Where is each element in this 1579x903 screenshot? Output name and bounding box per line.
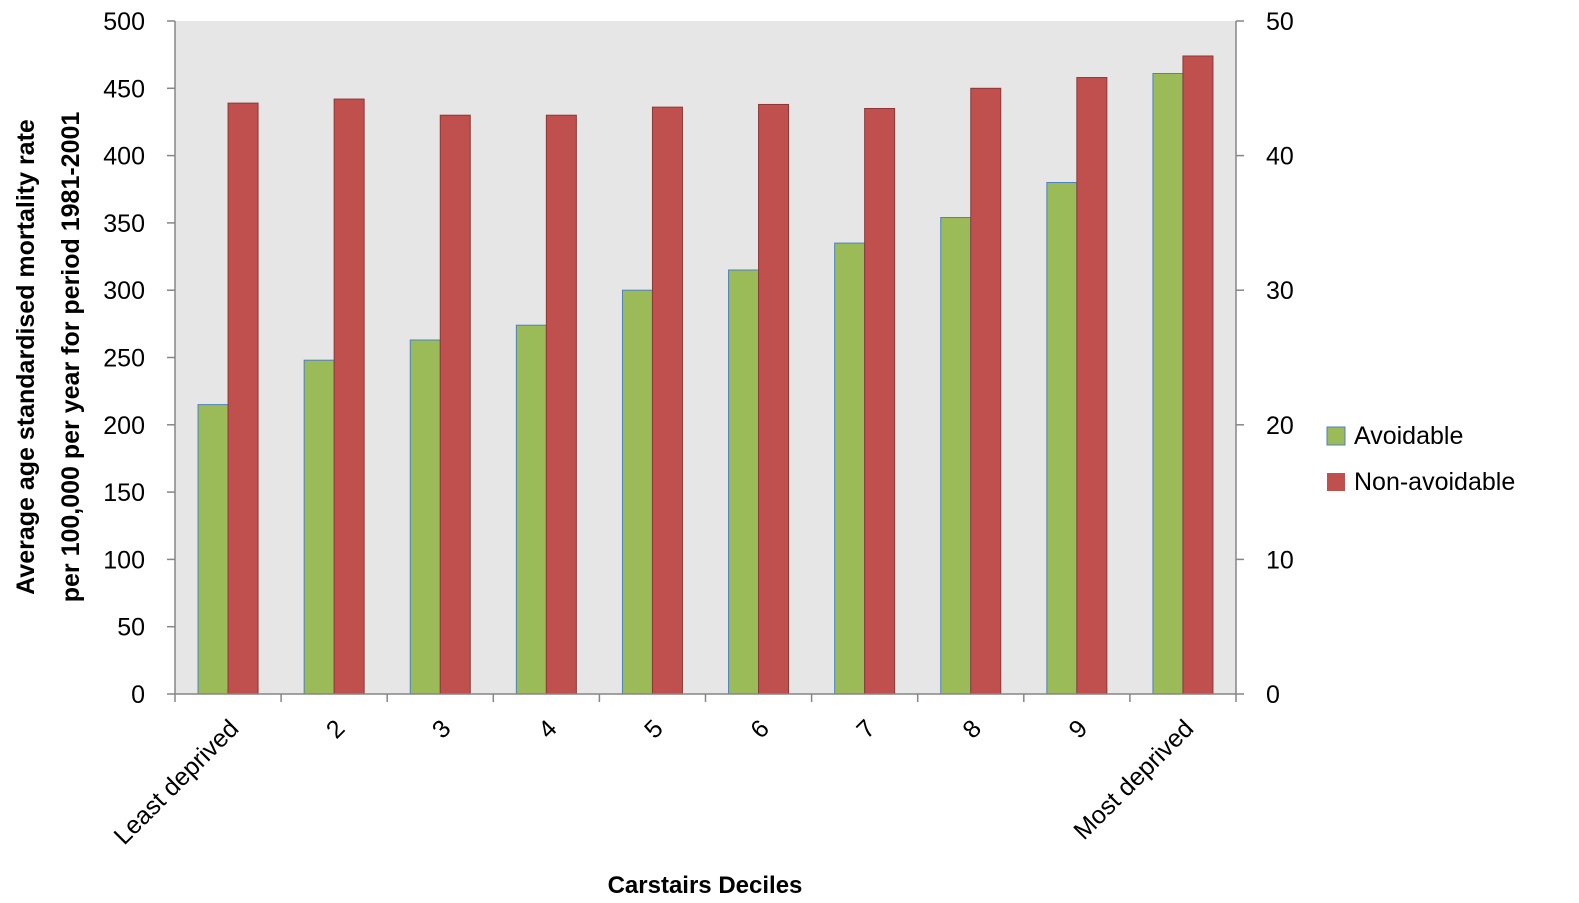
bar-non-avoidable-9 — [1076, 77, 1108, 695]
bar-avoidable-5 — [621, 289, 653, 695]
bar-avoidable-2 — [303, 359, 335, 695]
x-axis-title: Carstairs Deciles — [608, 872, 803, 899]
legend-swatch-non-avoidable — [1327, 473, 1345, 491]
left-tick-label: 150 — [103, 479, 145, 507]
legend-swatch-avoidable — [1326, 426, 1346, 446]
bar-non-avoidable-5 — [651, 106, 683, 695]
bar-non-avoidable-10 — [1182, 55, 1214, 695]
x-tick-label: 9 — [1063, 714, 1093, 744]
bar-non-avoidable-1 — [227, 102, 259, 695]
bar-non-avoidable-4 — [545, 114, 577, 695]
y-axis-title-line1: Average age standardised mortality rate — [12, 119, 40, 595]
x-tick-label: 5 — [639, 714, 669, 744]
right-y-axis: 0 10 20 30 40 50 — [1236, 8, 1294, 709]
left-tick-label: 300 — [103, 277, 145, 305]
x-tick-label: 2 — [321, 714, 351, 744]
left-y-axis: 0 50 100 150 200 250 300 350 400 450 500 — [103, 8, 175, 709]
right-tick-label: 20 — [1266, 412, 1294, 440]
bar-avoidable-6 — [728, 269, 760, 695]
y-axis-title-line2: per 100,000 per year for period 1981-200… — [57, 112, 85, 603]
legend-label-non-avoidable: Non-avoidable — [1354, 468, 1515, 496]
left-tick-label: 450 — [103, 75, 145, 103]
bar-non-avoidable-3 — [439, 114, 471, 695]
bar-avoidable-8 — [940, 217, 972, 695]
bars-group — [197, 55, 1214, 695]
left-tick-label: 400 — [103, 143, 145, 171]
left-tick-label: 100 — [103, 546, 145, 574]
x-tick-label: 6 — [745, 714, 775, 744]
left-tick-label: 50 — [117, 614, 145, 642]
bar-non-avoidable-2 — [333, 98, 365, 695]
right-tick-label: 30 — [1266, 277, 1294, 305]
bar-non-avoidable-7 — [864, 107, 896, 695]
right-tick-label: 40 — [1266, 143, 1294, 171]
left-tick-label: 0 — [131, 681, 145, 709]
bar-avoidable-9 — [1046, 182, 1078, 695]
left-tick-label: 250 — [103, 345, 145, 373]
right-tick-label: 50 — [1266, 8, 1294, 36]
bar-avoidable-10 — [1152, 72, 1184, 695]
left-tick-label: 350 — [103, 210, 145, 238]
legend-label-avoidable: Avoidable — [1354, 422, 1463, 450]
bar-avoidable-4 — [515, 324, 547, 695]
x-tick-label: 7 — [851, 714, 881, 744]
bar-non-avoidable-6 — [758, 103, 790, 695]
bar-avoidable-3 — [409, 339, 441, 695]
x-tick-label: Least deprived — [109, 714, 245, 850]
x-tick-label: 8 — [957, 714, 987, 744]
right-tick-label: 10 — [1266, 546, 1294, 574]
left-tick-label: 200 — [103, 412, 145, 440]
right-tick-label: 0 — [1266, 681, 1280, 709]
bar-non-avoidable-8 — [970, 87, 1002, 695]
bar-avoidable-7 — [834, 242, 866, 695]
left-tick-label: 500 — [103, 8, 145, 36]
bar-avoidable-1 — [197, 404, 229, 695]
x-tick-label: 4 — [533, 714, 563, 744]
legend: Avoidable Non-avoidable — [1326, 422, 1515, 496]
x-tick-label: 3 — [427, 714, 457, 744]
